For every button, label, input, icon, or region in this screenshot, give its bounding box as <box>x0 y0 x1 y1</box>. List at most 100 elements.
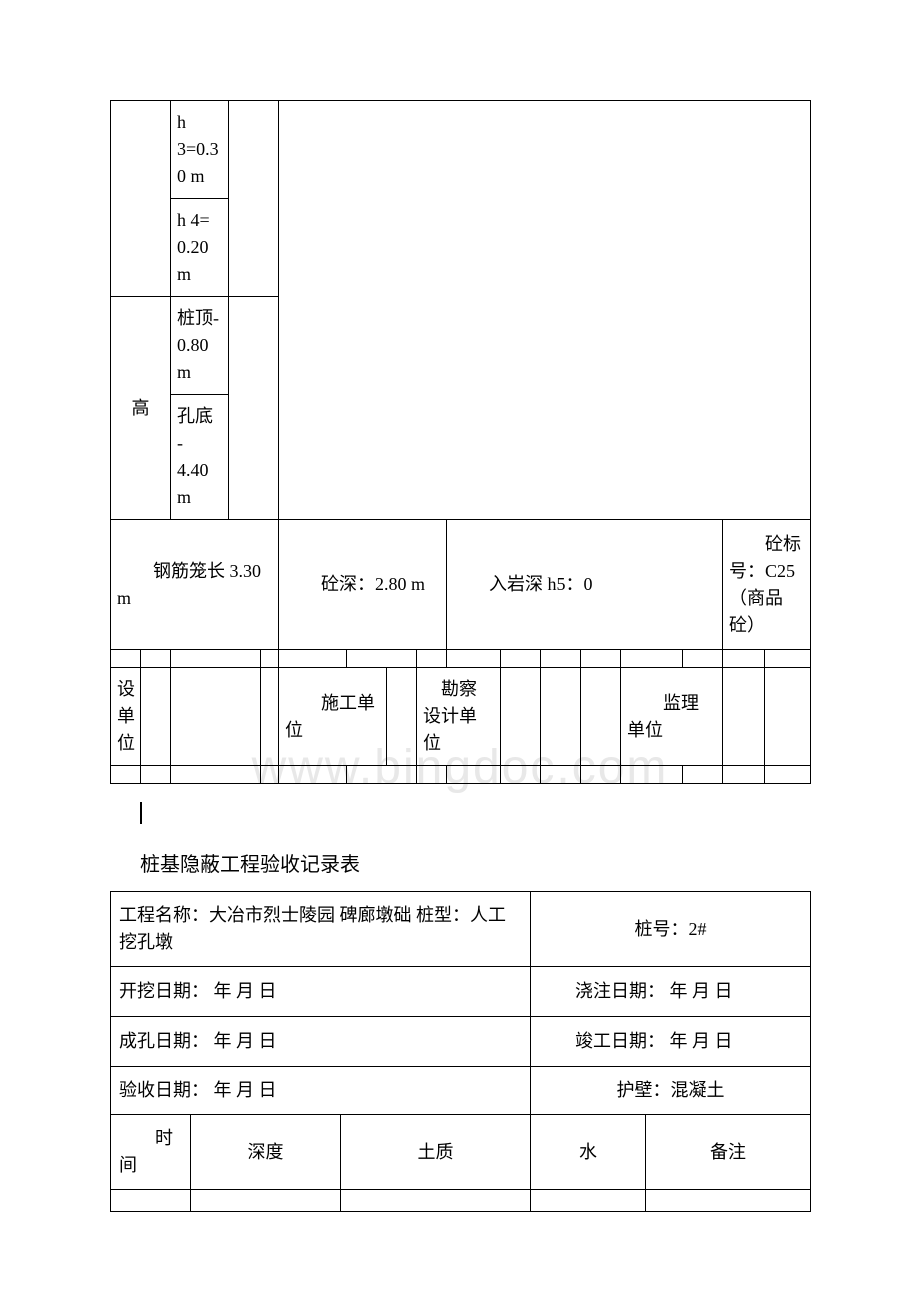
t2-c15 <box>765 766 811 784</box>
t2-c11 <box>581 766 621 784</box>
cell-h3: h 3=0.30 m <box>171 101 229 199</box>
t1-c12 <box>621 650 683 668</box>
header-water: 水 <box>531 1115 646 1190</box>
row-thin-1 <box>111 650 811 668</box>
row-thin-2 <box>111 766 811 784</box>
cell-pile-top: 桩顶- 0.80 m <box>171 297 229 395</box>
cell-complete-date: 竣工日期： 年 月 日 <box>531 1017 811 1067</box>
section-title: 桩基隐蔽工程验收记录表 <box>140 848 810 877</box>
text-concrete-depth: 砼深：2.80 m <box>285 571 440 598</box>
text-unit2: 施工单位 <box>285 690 380 744</box>
t1-c8 <box>447 650 501 668</box>
header-time: 时间 <box>111 1115 191 1190</box>
t2-c14 <box>723 766 765 784</box>
t1-c15 <box>765 650 811 668</box>
e-c4 <box>531 1190 646 1212</box>
text-unit4: 监理单位 <box>627 690 716 744</box>
e-c2 <box>191 1190 341 1212</box>
u-b9 <box>765 668 811 766</box>
t2-empty-row <box>111 1190 811 1212</box>
text-pour-date: 浇注日期： 年 月 日 <box>539 978 802 1005</box>
text-h3: h 3=0.30 m <box>177 112 219 186</box>
cell-unit1: 设单位 <box>111 668 141 766</box>
row-h3: h 3=0.30 m <box>111 101 811 199</box>
cell-pour-date: 浇注日期： 年 月 日 <box>531 967 811 1017</box>
cell-blank-b <box>229 297 279 520</box>
t1-c11 <box>581 650 621 668</box>
text-h4: h 4= 0.20 m <box>177 210 210 284</box>
t2-c7 <box>417 766 447 784</box>
t2-c8 <box>447 766 501 784</box>
u-b8 <box>723 668 765 766</box>
t1-c3 <box>171 650 261 668</box>
t1-c1 <box>111 650 141 668</box>
t2-c10 <box>541 766 581 784</box>
cell-accept-date: 验收日期： 年 月 日 <box>111 1067 531 1115</box>
cell-hole-bottom: 孔底 - 4.40m <box>171 395 229 520</box>
t2-c13 <box>683 766 723 784</box>
e-c5 <box>646 1190 811 1212</box>
cell-hole-date: 成孔日期： 年 月 日 <box>111 1017 531 1067</box>
upper-table: h 3=0.30 m h 4= 0.20 m 高 桩顶- 0.80 m 孔底 -… <box>110 100 811 784</box>
t1-c10 <box>541 650 581 668</box>
text-complete-date: 竣工日期： 年 月 日 <box>539 1028 802 1055</box>
text-rock-depth: 入岩深 h5：0 <box>453 571 716 598</box>
cell-rock-depth: 入岩深 h5：0 <box>447 520 723 650</box>
cell-pile-number: 桩号：2# <box>531 892 811 967</box>
cell-excavation-date: 开挖日期： 年 月 日 <box>111 967 531 1017</box>
cell-h4: h 4= 0.20 m <box>171 199 229 297</box>
u-b6 <box>541 668 581 766</box>
t1-c9 <box>501 650 541 668</box>
header-depth: 深度 <box>191 1115 341 1190</box>
e-c3 <box>341 1190 531 1212</box>
t2-c1 <box>111 766 141 784</box>
t2-c4 <box>261 766 279 784</box>
t2-header-row: 时间 深度 土质 水 备注 <box>111 1115 811 1190</box>
t2-c5 <box>279 766 347 784</box>
cell-unit3: 勘察设计单位 <box>417 668 501 766</box>
cell-blank-left <box>111 101 171 297</box>
e-c1 <box>111 1190 191 1212</box>
text-header-time: 时间 <box>119 1125 182 1179</box>
t2-row4: 验收日期： 年 月 日 护壁：混凝土 <box>111 1067 811 1115</box>
cell-concrete-depth: 砼深：2.80 m <box>279 520 447 650</box>
row-summary: 钢筋笼长 3.30 m 砼深：2.80 m 入岩深 h5：0 砼标号：C25（商… <box>111 520 811 650</box>
u-b5 <box>501 668 541 766</box>
t1-c14 <box>723 650 765 668</box>
t1-c6 <box>347 650 417 668</box>
t2-c2 <box>141 766 171 784</box>
u-b1 <box>141 668 171 766</box>
cell-big-blank <box>279 101 811 520</box>
lower-table: 工程名称：大冶市烈士陵园 碑廊墩础 桩型：人工挖孔墩 桩号：2# 开挖日期： 年… <box>110 891 811 1212</box>
text-pile-top: 桩顶- 0.80 m <box>177 308 219 382</box>
u-b3 <box>261 668 279 766</box>
text-unit3: 勘察设计单位 <box>423 676 494 757</box>
t2-c3 <box>171 766 261 784</box>
t1-c13 <box>683 650 723 668</box>
cell-concrete-grade: 砼标号：C25（商品砼） <box>723 520 811 650</box>
cell-blank-a <box>229 101 279 297</box>
u-b4 <box>387 668 417 766</box>
text-cage-length: 钢筋笼长 3.30 m <box>117 558 272 612</box>
cell-unit4: 监理单位 <box>621 668 723 766</box>
text-cursor <box>140 802 142 824</box>
t1-c4 <box>261 650 279 668</box>
t1-c2 <box>141 650 171 668</box>
cell-unit2: 施工单位 <box>279 668 387 766</box>
t2-c6 <box>347 766 417 784</box>
header-remark: 备注 <box>646 1115 811 1190</box>
text-concrete-grade: 砼标号：C25（商品砼） <box>729 531 804 639</box>
t1-c7 <box>417 650 447 668</box>
cell-wall-protect: 护壁：混凝土 <box>531 1067 811 1115</box>
cell-gao: 高 <box>111 297 171 520</box>
row-units: 设单位 施工单位 勘察设计单位 监理单位 <box>111 668 811 766</box>
t1-c5 <box>279 650 347 668</box>
t2-row2: 开挖日期： 年 月 日 浇注日期： 年 月 日 <box>111 967 811 1017</box>
t2-row1: 工程名称：大冶市烈士陵园 碑廊墩础 桩型：人工挖孔墩 桩号：2# <box>111 892 811 967</box>
cell-cage-length: 钢筋笼长 3.30 m <box>111 520 279 650</box>
t2-row3: 成孔日期： 年 月 日 竣工日期： 年 月 日 <box>111 1017 811 1067</box>
u-b2 <box>171 668 261 766</box>
t2-c9 <box>501 766 541 784</box>
header-soil: 土质 <box>341 1115 531 1190</box>
u-b7 <box>581 668 621 766</box>
